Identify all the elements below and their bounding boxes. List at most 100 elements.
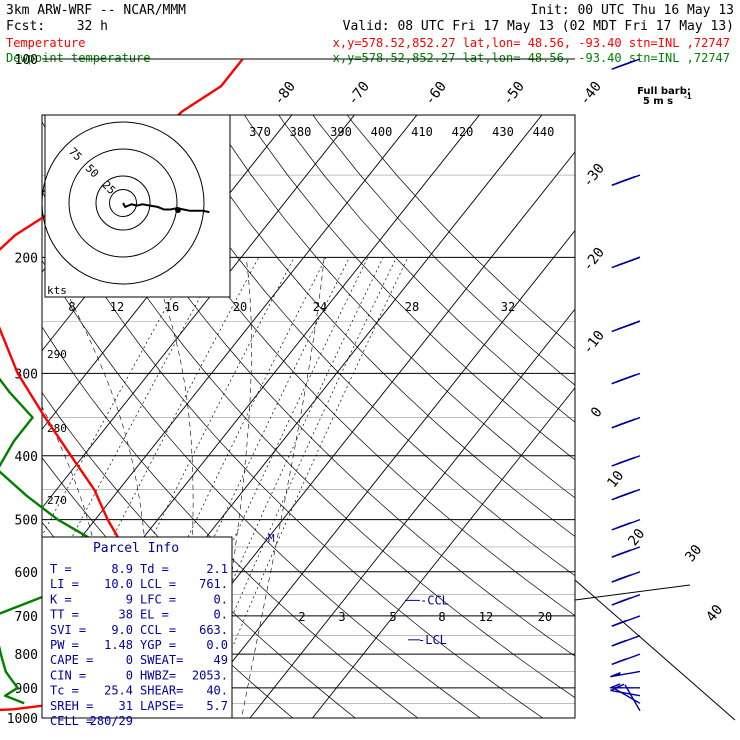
dry-adiabat	[141, 115, 575, 577]
wind-barb	[611, 488, 641, 501]
fcst-value: 32 h	[77, 19, 108, 34]
hodograph-storm-motion	[175, 207, 181, 213]
isotherm-label: -80	[271, 79, 299, 109]
theta-label: 370	[249, 125, 271, 139]
theta-e-label: 280	[47, 422, 67, 435]
ccl-label: -CCL	[420, 593, 449, 607]
parcel-info-key: K =	[50, 592, 72, 606]
wind-barb	[611, 653, 641, 666]
parcel-info-key: LI =	[50, 577, 79, 591]
wind-barb-flag	[609, 683, 621, 689]
mixing-ratio-bottom-label: 3	[338, 610, 345, 624]
wind-barb-flag	[620, 574, 632, 580]
mixing-ratio-top-label: 28	[405, 300, 419, 314]
mixing-ratio-bottom-label: 2	[298, 610, 305, 624]
mixing-ratio-bottom-label: 8	[438, 610, 445, 624]
isotherm-label: -20	[580, 245, 608, 275]
dry-adiabat	[42, 259, 481, 718]
mixing-ratio-top-label: 12	[110, 300, 124, 314]
parcel-info-value: 663.	[199, 623, 228, 637]
parcel-info-value: 9	[126, 592, 133, 606]
parcel-info-value: 0.0	[206, 638, 228, 652]
parcel-info-value: 761.	[199, 577, 228, 591]
mixing-ratio-top-label: 24	[313, 300, 327, 314]
pressure-tick-label: 400	[15, 450, 38, 465]
parcel-info-key: CAPE =	[50, 653, 93, 667]
dewpoint-profile	[0, 377, 112, 705]
isotherm-line	[42, 115, 418, 588]
model-title: 3km ARW-WRF -- NCAR/MMM	[6, 3, 186, 18]
wind-barb	[611, 518, 641, 531]
mixing-ratio-top-label: 16	[165, 300, 179, 314]
parcel-info-value: 25.4	[104, 684, 133, 698]
mixing-ratio-bottom-label: 20	[538, 610, 552, 624]
parcel-info-key: CIN =	[50, 668, 86, 682]
wind-barb-staff	[613, 687, 641, 704]
edge-line	[574, 579, 736, 721]
isotherm-label: -30	[580, 161, 608, 191]
barbs-key: Full barb: 5 m s -1	[637, 86, 692, 107]
parcel-info-value: 49	[214, 653, 228, 667]
isotherm-label: -50	[500, 79, 528, 109]
pressure-tick-label: 100	[15, 53, 38, 68]
wind-barb-staff	[610, 689, 641, 697]
wind-barb-half	[625, 522, 631, 526]
parcel-info-value: 38	[119, 608, 133, 622]
wind-barb	[611, 455, 641, 467]
mixing-ratio-top-label: 20	[233, 300, 247, 314]
parcel-info: Parcel Info T = 8.9 Td = 2.1 LI = 10.0 LCL = 761…	[41, 536, 233, 728]
parcel-info-key: T =	[50, 562, 72, 576]
parcel-info-key: CELL =	[50, 714, 93, 728]
barbs-key-value: 5 m s	[643, 96, 673, 107]
wind-barb-staff	[624, 684, 641, 712]
temp-legend-info: x,y=578.52,852.27 lat,lon= 48.56, -93.40…	[333, 36, 730, 50]
parcel-info-key: LAPSE=	[140, 699, 183, 713]
parcel-marker: M	[268, 532, 275, 545]
mixing-ratio-line	[202, 257, 409, 718]
pressure-tick-label: 900	[15, 682, 38, 697]
wind-barb-half	[629, 374, 636, 378]
isotherm-labels: -80 -70 -60 -50 -40 -30 -20 -10 0 10 20 30 40	[271, 79, 727, 625]
isotherm-label: -40	[577, 79, 605, 109]
wind-barb-flag	[629, 256, 641, 262]
wind-barb	[611, 571, 641, 583]
init-time: Init: 00 UTC Thu 16 May 13	[531, 3, 735, 18]
dew-legend-info: x,y=578.52,852.27 lat,lon= 48.56, -93.40…	[333, 51, 730, 65]
isotherm-line	[311, 387, 575, 718]
parcel-info-key: CCL =	[140, 623, 176, 637]
parcel-info-key: LCL =	[140, 577, 176, 591]
wind-barb	[611, 615, 641, 627]
parcel-info-key: PW =	[50, 638, 79, 652]
wind-barb-flag	[625, 59, 636, 65]
wind-barb-flag	[629, 320, 641, 326]
hodograph-ring	[109, 189, 137, 217]
theta-label: 380	[290, 125, 312, 139]
isotherm-label: 10	[604, 468, 627, 491]
wind-barb	[611, 256, 641, 269]
parcel-info-value: 8.9	[111, 562, 133, 576]
dry-adiabat	[244, 115, 575, 461]
parcel-info-key: HWBZ=	[140, 668, 176, 682]
pressure-tick-label: 600	[15, 566, 38, 581]
theta-label: 440	[533, 125, 555, 139]
wind-barb	[611, 546, 641, 558]
parcel-info-key: SVI =	[50, 623, 86, 637]
wind-barb-half	[629, 418, 636, 422]
wind-barb	[609, 683, 640, 689]
isotherm-label: 0	[588, 404, 606, 420]
wind-barb-flag	[620, 597, 632, 603]
wind-barb	[611, 416, 641, 429]
wind-barb	[611, 594, 641, 606]
parcel-info-value: 5.7	[206, 699, 228, 713]
parcel-info-value: 31	[119, 699, 133, 713]
parcel-info-value: 9.0	[111, 623, 133, 637]
theta-label: 400	[371, 125, 393, 139]
parcel-info-key: SWEAT=	[140, 653, 183, 667]
dry-adiabat	[346, 115, 575, 350]
wind-barb	[624, 684, 641, 712]
mixing-ratio-bottom-label: 12	[479, 610, 493, 624]
wind-barb	[611, 320, 641, 333]
pressure-tick-label: 500	[15, 514, 38, 529]
parcel-info-key: Tc =	[50, 684, 79, 698]
parcel-info-value: 0.	[214, 608, 228, 622]
